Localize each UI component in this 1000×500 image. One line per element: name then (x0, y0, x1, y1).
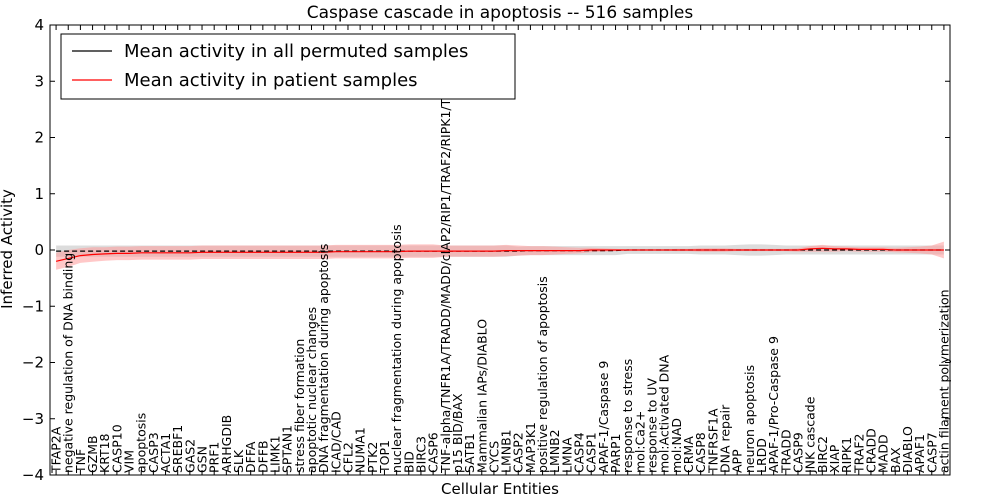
x-tick-label: LIMK1 (268, 435, 283, 473)
x-tick-label: ACTA1 (158, 433, 173, 473)
x-tick-label: TNF-alpha/TNFR1A/TRADD/MADD/cIAP2/RIP1/T… (438, 63, 453, 474)
x-tick-label: APAF1 (912, 434, 927, 473)
x-tick-label: stress fiber formation (292, 339, 307, 473)
x-tick-label: ICAD/CAD (328, 411, 343, 473)
x-tick-label: CYCS (486, 441, 501, 473)
axes: −4 −3 −2 −1 0 1 2 3 4 (22, 16, 951, 484)
x-tick-label: neuron apoptosis (742, 365, 757, 473)
line-patient (55, 247, 944, 262)
x-tick-label: nuclear fragmentation during apoptosis (389, 224, 404, 473)
x-tick-label: TNFRSF1A (705, 408, 720, 474)
x-tick-label: CASP3 (146, 432, 161, 473)
x-tick-label: KRT18 (97, 433, 112, 473)
x-tick-label: APAF-1/Pro-Caspase 9 (766, 336, 781, 473)
x-tick-label: SPTAN1 (280, 425, 295, 473)
x-tick-label: CASP10 (109, 424, 124, 473)
x-tick-label: apoptotic nuclear changes (304, 307, 319, 473)
x-tick-label: DNA fragmentation during apoptosis (316, 244, 331, 473)
x-tick-label: GSN (195, 446, 210, 473)
x-tick-label: RIPK1 (839, 437, 854, 473)
legend-label-permuted: Mean activity in all permuted samples (124, 41, 468, 62)
x-tick-label: TNF (73, 449, 88, 474)
x-tick-label: SLK (231, 449, 246, 473)
x-tick-label: CASP4 (572, 432, 587, 473)
x-tick-label: actin filament polymerization (936, 289, 951, 473)
x-tick-label: TRAF2 (851, 433, 866, 474)
x-tick-label: response to UV (645, 378, 660, 473)
x-tick-label: TFAP2A (49, 426, 64, 474)
x-tick-label: CASP7 (924, 432, 939, 473)
x-tick-label: mol:Activated DNA (657, 354, 672, 473)
legend-label-patient: Mean activity in patient samples (124, 70, 418, 91)
x-tick-label: PARP1 (608, 434, 623, 473)
legend-box (60, 33, 516, 100)
y-tick-label: −1 (22, 297, 44, 315)
x-tick-label: BIRC2 (815, 436, 830, 473)
x-tick-label: CRADD (863, 428, 878, 473)
x-tick-label: CASP2 (511, 432, 526, 473)
x-tick-label: LMNB2 (547, 429, 562, 473)
x-tick-label: CASP8 (693, 432, 708, 473)
y-tick-label: 0 (34, 241, 44, 259)
x-tick-label: CFL2 (341, 442, 356, 473)
x-tick-label: DFFA (243, 441, 258, 473)
x-tick-label: NUMA1 (353, 427, 368, 473)
x-tick-label: SREBF1 (170, 425, 185, 473)
x-tick-label: XIAP (827, 444, 842, 473)
x-tick-label: DIABLO (900, 426, 915, 473)
y-tick-label: 2 (34, 129, 44, 147)
x-tick-label: APP (730, 449, 745, 473)
x-tick-label: MAP3K1 (523, 422, 538, 473)
y-tick-label: −2 (22, 354, 44, 372)
x-tick-label: PTK2 (365, 442, 380, 473)
x-tick-label: LRDD (754, 438, 769, 473)
y-tick-label: 1 (34, 185, 44, 203)
chart-title: Caspase cascade in apoptosis -- 516 samp… (307, 3, 694, 23)
band-patient (56, 241, 944, 270)
x-tick-label: BID (401, 451, 416, 473)
x-tick-label: PRF1 (207, 442, 222, 473)
y-tick-label: −3 (22, 410, 44, 428)
x-axis-label: Cellular Entities (441, 480, 559, 498)
x-tick-label: BAX (888, 447, 903, 473)
x-tick-label: ARHGDIB (219, 415, 234, 473)
x-tick-label: BIRC3 (413, 436, 428, 473)
x-tick-label: negative regulation of DNA binding (61, 253, 76, 473)
confidence-bands (56, 241, 944, 270)
x-tick-label: Mammalian IAPs/DIABLO (474, 319, 489, 473)
x-tick-label: mol:Ca2+ (632, 411, 647, 473)
x-tick-label: DNA repair (718, 404, 733, 473)
x-tick-label: CASP9 (791, 432, 806, 473)
series-lines (55, 247, 944, 262)
x-tick-label: CASP1 (584, 432, 599, 473)
x-tick-label: GZMB (85, 435, 100, 473)
x-tick-label: TOP1 (377, 440, 392, 474)
x-tick-label: VIM (122, 450, 137, 473)
x-tick-label: LMNA (559, 437, 574, 473)
y-tick-label: 3 (34, 72, 44, 90)
y-axis-label: Inferred Activity (0, 189, 16, 309)
x-tick-label: response to stress (620, 359, 635, 473)
legend: Mean activity in all permuted samples Me… (60, 33, 516, 100)
x-tick-label: APAF-1/Caspase 9 (596, 361, 611, 473)
x-tick-label: TRADD (778, 429, 793, 474)
x-tick-label: mol:NAD (669, 418, 684, 473)
x-tick-label: SATB1 (462, 433, 477, 473)
x-tick-label: p15 BID/BAX (450, 393, 465, 473)
x-tick-label: GAS2 (182, 439, 197, 473)
x-tick-label: CRMA (681, 436, 696, 473)
y-tick-label: −4 (22, 466, 44, 484)
y-tick-label: 4 (34, 16, 44, 34)
x-tick-label: CASP6 (426, 432, 441, 473)
x-tick-label: JNK cascade (803, 396, 818, 474)
x-tick-label: apoptosis (134, 413, 149, 473)
x-tick-label: positive regulation of apoptosis (535, 276, 550, 473)
x-tick-label: LMNB1 (499, 429, 514, 473)
x-tick-label: DFFB (255, 440, 270, 473)
x-tick-label: MADD (876, 434, 891, 473)
